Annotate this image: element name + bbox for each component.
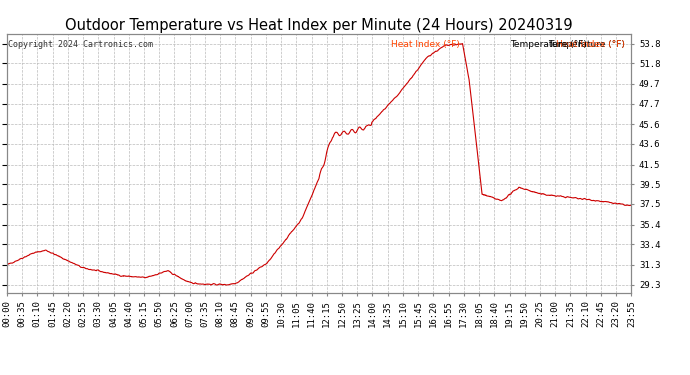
Text: Temperature (°F): Temperature (°F): [510, 40, 586, 49]
Text: Heat Index (°F): Heat Index (°F): [391, 40, 460, 49]
Text: Temperature (°F): Temperature (°F): [549, 40, 625, 49]
Title: Outdoor Temperature vs Heat Index per Minute (24 Hours) 20240319: Outdoor Temperature vs Heat Index per Mi…: [66, 18, 573, 33]
Text: Copyright 2024 Cartronics.com: Copyright 2024 Cartronics.com: [8, 40, 152, 49]
Text: Heat Index (°F): Heat Index (°F): [555, 40, 624, 49]
